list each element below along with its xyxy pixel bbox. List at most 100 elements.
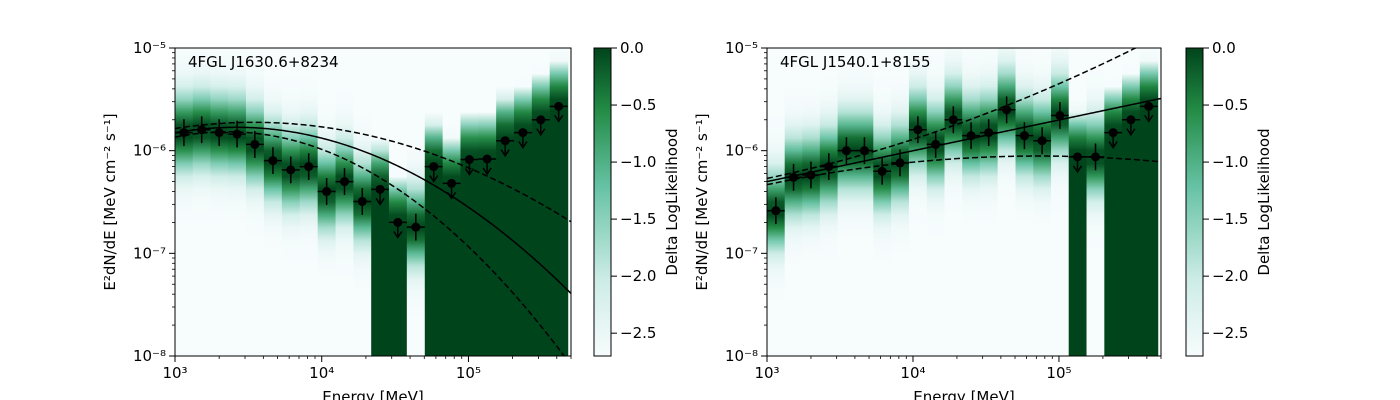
flux-point bbox=[1086, 143, 1105, 171]
data-marker bbox=[447, 178, 457, 188]
likelihood-heatmap-left bbox=[175, 48, 569, 356]
likelihood-column bbox=[192, 48, 212, 356]
plot-title-left: 4FGL J1630.6+8234 bbox=[188, 53, 339, 71]
upper-limit-arrow bbox=[429, 175, 439, 183]
colorbar-tick-label: −1.0 bbox=[1212, 153, 1248, 171]
x-axis-label-left: Energy [MeV] bbox=[322, 388, 423, 400]
upper-limit-arrow bbox=[500, 149, 510, 158]
upper-limit-point bbox=[478, 154, 497, 176]
data-marker bbox=[984, 128, 994, 138]
flux-point bbox=[944, 106, 963, 134]
y-tick-label: 10⁻⁸ bbox=[133, 347, 166, 365]
likelihood-column bbox=[1051, 48, 1070, 356]
flux-point bbox=[228, 120, 246, 148]
likelihood-column bbox=[263, 48, 283, 356]
upper-limit-point bbox=[514, 128, 532, 149]
data-marker bbox=[429, 162, 439, 172]
colorbar-tick-label: −2.5 bbox=[1212, 324, 1248, 342]
panel-left: 10³ 10⁴ 10⁵ 10⁻⁸ 10⁻⁷ 10⁻⁶ 10⁻⁵ 4FGL J1630.6+8… bbox=[101, 39, 681, 400]
data-marker bbox=[966, 131, 976, 141]
flux-point bbox=[175, 119, 193, 146]
likelihood-column bbox=[175, 48, 194, 356]
likelihood-column bbox=[460, 48, 479, 356]
flux-point bbox=[210, 119, 229, 146]
likelihood-column bbox=[281, 48, 301, 356]
data-marker bbox=[375, 184, 385, 194]
likelihood-column bbox=[926, 48, 946, 356]
model-upper-band-line bbox=[767, 48, 1138, 180]
likelihood-column bbox=[1068, 48, 1088, 356]
upper-limit-point bbox=[531, 115, 550, 137]
upper-limit-arrow bbox=[464, 168, 475, 176]
flux-point bbox=[962, 122, 980, 150]
colorbar-left bbox=[593, 47, 612, 357]
likelihood-column bbox=[802, 48, 821, 356]
likelihood-column bbox=[388, 48, 408, 356]
likelihood-column bbox=[1015, 48, 1034, 356]
data-marker bbox=[268, 156, 278, 166]
y-tick-label: 10⁻⁷ bbox=[133, 244, 166, 262]
upper-limit-arrow bbox=[482, 167, 492, 176]
colorbar-ticks-right: 0.0 −0.5 −1.0 −1.5 −2.0 −2.5 bbox=[1203, 39, 1248, 342]
data-marker bbox=[357, 196, 367, 206]
data-marker bbox=[197, 125, 207, 135]
flux-point bbox=[335, 168, 354, 195]
model-best-fit-line bbox=[175, 126, 571, 294]
colorbar-ticks-left: 0.0 −0.5 −1.0 −1.5 −2.0 −2.5 bbox=[611, 39, 656, 342]
data-marker bbox=[464, 155, 474, 165]
likelihood-column bbox=[962, 48, 981, 356]
flux-point bbox=[767, 197, 785, 225]
flux-point bbox=[192, 116, 211, 144]
data-marker bbox=[411, 222, 421, 232]
likelihood-column bbox=[944, 48, 963, 356]
upper-limit-arrow bbox=[1072, 165, 1083, 174]
flux-point bbox=[1051, 102, 1069, 129]
likelihood-column bbox=[335, 48, 354, 356]
colorbar-tick-label: −1.5 bbox=[620, 210, 656, 228]
likelihood-column bbox=[424, 48, 444, 356]
data-marker bbox=[500, 136, 510, 146]
x-tick-label: 10⁴ bbox=[309, 364, 334, 382]
upper-limit-point bbox=[549, 101, 568, 123]
data-marker bbox=[179, 128, 189, 138]
data-marker bbox=[1019, 131, 1029, 141]
upper-limit-arrow bbox=[518, 141, 528, 149]
colorbar-label-left: Delta LogLikelihood bbox=[663, 128, 681, 275]
upper-limit-arrow bbox=[1108, 141, 1118, 149]
colorbar-right bbox=[1185, 47, 1204, 357]
data-marker bbox=[859, 146, 869, 156]
upper-limit-arrow bbox=[1126, 128, 1136, 137]
flux-point bbox=[245, 131, 264, 158]
y-tick-label: 10⁻⁵ bbox=[133, 39, 166, 57]
flux-point bbox=[891, 149, 909, 177]
data-marker bbox=[1144, 101, 1154, 111]
y-tick-label: 10⁻⁵ bbox=[725, 39, 758, 57]
y-axis-label-left: E²dN/dE [MeV cm⁻² s⁻¹] bbox=[101, 113, 119, 290]
data-marker bbox=[877, 166, 887, 176]
likelihood-heatmap-right bbox=[767, 48, 1159, 356]
data-marker bbox=[806, 170, 816, 180]
likelihood-column bbox=[549, 48, 569, 356]
data-marker bbox=[340, 177, 350, 187]
likelihood-column bbox=[979, 48, 999, 356]
likelihood-column bbox=[873, 48, 892, 356]
flux-point bbox=[784, 163, 803, 191]
colorbar-tick-label: 0.0 bbox=[620, 39, 644, 57]
flux-point bbox=[873, 157, 892, 185]
likelihood-column bbox=[855, 48, 874, 356]
likelihood-column bbox=[210, 48, 229, 356]
colorbar-tick-label: −1.0 bbox=[620, 153, 656, 171]
data-marker bbox=[771, 206, 781, 216]
likelihood-column bbox=[496, 48, 515, 356]
model-lower-band-line bbox=[767, 155, 1161, 186]
x-tick-label: 10⁵ bbox=[456, 364, 481, 382]
flux-point bbox=[802, 161, 820, 189]
upper-limit-point bbox=[442, 178, 461, 200]
x-tick-label: 10³ bbox=[162, 364, 187, 382]
likelihood-column bbox=[1122, 48, 1141, 356]
flux-point bbox=[299, 153, 318, 180]
flux-point bbox=[1033, 127, 1052, 155]
data-marker bbox=[482, 154, 492, 164]
flux-point bbox=[979, 119, 998, 146]
flux-point bbox=[997, 96, 1016, 124]
